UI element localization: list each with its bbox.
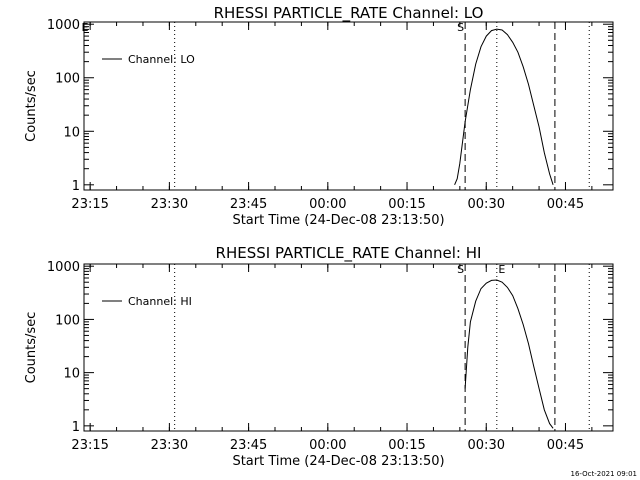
x-tick-label: 00:30 [468,197,505,212]
x-tick-label: 23:45 [230,438,267,453]
x-tick-label: 00:15 [388,438,425,453]
y-axis-label: Counts/sec [24,312,39,384]
x-axis-label: Start Time (24-Dec-08 23:13:50) [232,213,444,228]
x-tick-label: 23:30 [151,438,188,453]
y-tick-label: 10 [63,367,80,382]
panel-lo-channel: RHESSI PARTICLE_RATE Channel: LO 23:15 23:… [24,4,614,228]
y-tick-label: 10 [63,125,80,140]
y-axis-label: Counts/sec [24,70,39,142]
x-tick-label: 00:30 [468,438,505,453]
x-tick-label: 23:45 [230,197,267,212]
x-axis-label: Start Time (24-Dec-08 23:13:50) [232,454,444,469]
y-tick-label: 1 [72,420,80,435]
x-tick-label: 23:30 [151,197,188,212]
x-tick-label: 00:45 [547,438,584,453]
chart-title: RHESSI PARTICLE_RATE Channel: LO [214,4,484,23]
x-tick-label: 23:15 [71,438,108,453]
chart-title: RHESSI PARTICLE_RATE Channel: HI [216,244,482,263]
footer-timestamp: 16-Oct-2021 09:01 [571,470,637,478]
legend-label: Channel: HI [128,295,192,308]
marker-label: S [457,21,464,34]
y-tick-label: 1 [72,179,80,194]
marker-label: E [82,21,89,34]
x-tick-label: 23:15 [71,197,108,212]
panel-hi-channel: RHESSI PARTICLE_RATE Channel: HI 23:15 23:… [24,244,614,469]
x-tick-label: 00:45 [547,197,584,212]
y-tick-label: 1000 [47,18,80,33]
y-tick-label: 100 [55,313,80,328]
x-tick-label: 00:00 [309,197,346,212]
x-tick-label: 00:00 [309,438,346,453]
y-tick-label: 1000 [47,260,80,275]
x-tick-label: 00:15 [388,197,425,212]
marker-label: E [498,263,505,276]
legend-label: Channel: LO [128,53,195,66]
y-tick-label: 100 [55,72,80,87]
marker-label: S [457,263,464,276]
series-line [464,279,554,429]
series-line [454,28,554,185]
